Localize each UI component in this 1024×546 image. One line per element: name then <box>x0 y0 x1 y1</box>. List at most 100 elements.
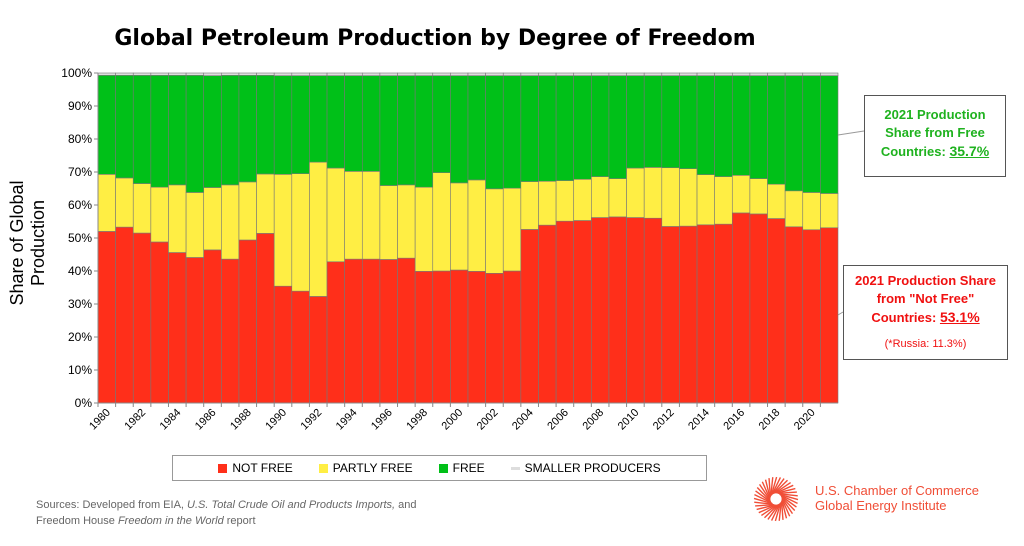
bar-not-free-1980 <box>97 231 116 404</box>
y-tick-label: 20% <box>68 330 92 344</box>
bar-partly-free-2017 <box>749 178 768 215</box>
bar-not-free-2011 <box>643 217 663 404</box>
logo-line1: U.S. Chamber of Commerce <box>815 483 979 498</box>
legend-item-not-free: NOT FREE <box>218 461 293 475</box>
bar-smaller-producers-1989 <box>256 72 275 76</box>
bar-partly-free-2021 <box>820 193 839 229</box>
logo-ray <box>774 481 791 494</box>
free-annotation-line1: 2021 Production <box>884 107 986 122</box>
russia-note: (*Russia: 11.3%) <box>884 338 967 350</box>
legend-item-partly-free: PARTLY FREE <box>318 461 413 475</box>
bar-smaller-producers-2010 <box>626 72 645 76</box>
bar-smaller-producers-1996 <box>379 72 398 76</box>
x-tick-label: 2006 <box>545 407 571 433</box>
x-tick-label: 1996 <box>369 407 395 433</box>
bar-smaller-producers-1988 <box>238 72 257 76</box>
bar-partly-free-1993 <box>326 167 345 263</box>
bar-not-free-1997 <box>397 257 416 404</box>
bar-not-free-1981 <box>115 226 134 404</box>
logo-ray <box>776 487 796 494</box>
free-share-annotation: 2021 Production Share from Free Countrie… <box>864 95 1006 177</box>
x-tick-label: 1992 <box>299 407 325 433</box>
bar-partly-free-1983 <box>150 186 169 243</box>
logo-ray <box>753 497 773 505</box>
bar-smaller-producers-2014 <box>696 72 715 76</box>
bar-free-2007 <box>573 75 592 180</box>
bar-partly-free-1980 <box>97 174 116 232</box>
x-tick-label: 1998 <box>404 407 430 433</box>
logo-ray <box>780 494 798 505</box>
bar-partly-free-1999 <box>432 172 451 272</box>
bar-not-free-1984 <box>168 252 187 404</box>
free-annotation-line2: Share from Free <box>885 125 985 140</box>
x-tick-label: 1994 <box>334 407 360 433</box>
y-tick-label: 40% <box>68 264 92 278</box>
bar-smaller-producers-2008 <box>591 72 610 76</box>
bar-partly-free-2010 <box>626 167 645 218</box>
free-callout-line <box>837 130 865 136</box>
bar-partly-free-2018 <box>767 183 786 219</box>
bar-not-free-1992 <box>309 296 328 404</box>
bar-partly-free-2015 <box>714 176 733 225</box>
notfree-annotation-line2: from "Not Free" <box>876 291 975 306</box>
x-tick-label: 2002 <box>475 407 501 433</box>
bar-partly-free-2016 <box>731 175 751 214</box>
bar-free-1980 <box>97 75 116 175</box>
bar-free-2006 <box>555 75 575 181</box>
logo-ray <box>758 504 777 514</box>
bar-smaller-producers-1994 <box>344 72 363 76</box>
bar-smaller-producers-2006 <box>555 72 575 76</box>
bar-free-2009 <box>608 75 627 179</box>
bar-partly-free-2000 <box>450 182 469 271</box>
logo-ray <box>756 486 771 502</box>
bar-not-free-2004 <box>520 229 539 404</box>
bar-partly-free-2011 <box>643 167 663 219</box>
bar-smaller-producers-1991 <box>291 72 310 76</box>
x-tick-label: 2014 <box>686 407 712 433</box>
logo-ray <box>768 478 772 497</box>
logo-ray <box>780 501 784 520</box>
bar-partly-free-1989 <box>256 173 275 234</box>
bar-partly-free-2002 <box>485 188 504 274</box>
x-tick-label: 2000 <box>440 407 466 433</box>
x-tick-label: 1982 <box>122 407 148 433</box>
bar-not-free-1987 <box>221 258 240 404</box>
bar-partly-free-2004 <box>520 181 539 230</box>
bar-not-free-2018 <box>767 218 786 404</box>
logo-ray <box>754 501 774 505</box>
y-tick-label: 100% <box>61 66 92 80</box>
bar-partly-free-2007 <box>573 178 592 221</box>
legend-label: FREE <box>452 461 485 475</box>
y-tick-label: 70% <box>68 165 92 179</box>
bar-smaller-producers-2005 <box>538 72 557 76</box>
bar-free-1997 <box>397 75 416 186</box>
bar-not-free-2000 <box>450 269 469 404</box>
legend-item-free: FREE <box>438 461 485 475</box>
bar-not-free-1982 <box>132 232 152 404</box>
bar-smaller-producers-2017 <box>749 72 768 76</box>
bar-not-free-2014 <box>696 224 715 404</box>
bar-free-2010 <box>626 75 645 169</box>
logo-ray <box>756 504 776 511</box>
bar-free-2013 <box>679 75 698 169</box>
bar-partly-free-1991 <box>291 173 310 292</box>
x-tick-label: 1980 <box>87 407 113 433</box>
y-tick-label: 10% <box>68 363 92 377</box>
bar-partly-free-2006 <box>555 180 575 222</box>
bar-partly-free-1985 <box>185 192 205 258</box>
bar-smaller-producers-2021 <box>820 72 839 76</box>
x-tick-label: 2010 <box>616 407 642 433</box>
bar-partly-free-2019 <box>784 190 804 228</box>
legend-label: SMALLER PRODUCERS <box>524 461 661 475</box>
bar-free-2012 <box>661 75 680 169</box>
bar-free-1987 <box>221 75 240 186</box>
legend-swatch-free <box>438 463 448 473</box>
logo-ray <box>770 477 774 497</box>
bar-not-free-2017 <box>749 213 768 404</box>
bar-smaller-producers-2011 <box>643 72 663 76</box>
chamber-logo-icon <box>753 476 799 522</box>
bar-smaller-producers-1986 <box>203 72 222 76</box>
bar-not-free-1994 <box>344 258 363 404</box>
bar-not-free-2012 <box>661 226 680 404</box>
bar-free-2001 <box>467 75 486 181</box>
